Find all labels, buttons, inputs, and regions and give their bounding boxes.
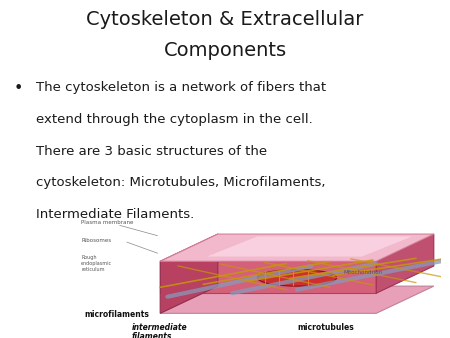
Text: •: •: [14, 81, 23, 96]
Ellipse shape: [257, 270, 337, 286]
Polygon shape: [376, 234, 434, 293]
Text: Rough
endoplasmic
reticulum: Rough endoplasmic reticulum: [81, 256, 112, 272]
Polygon shape: [207, 237, 412, 257]
Text: The cytoskeleton is a network of fibers that: The cytoskeleton is a network of fibers …: [36, 81, 326, 94]
Polygon shape: [160, 286, 434, 313]
Text: Ribosomes: Ribosomes: [81, 238, 111, 243]
Text: There are 3 basic structures of the: There are 3 basic structures of the: [36, 145, 267, 158]
Text: Intermediate Filaments.: Intermediate Filaments.: [36, 208, 194, 221]
Text: microtubules: microtubules: [297, 323, 354, 332]
Polygon shape: [160, 234, 218, 313]
Text: Mitochondrion: Mitochondrion: [344, 270, 383, 274]
Text: extend through the cytoplasm in the cell.: extend through the cytoplasm in the cell…: [36, 113, 313, 126]
Text: Cytoskeleton & Extracellular: Cytoskeleton & Extracellular: [86, 10, 364, 29]
Polygon shape: [160, 261, 376, 293]
Text: Plasma membrane: Plasma membrane: [81, 220, 133, 225]
Text: cytoskeleton: Microtubules, Microfilaments,: cytoskeleton: Microtubules, Microfilamen…: [36, 176, 325, 189]
Text: Components: Components: [163, 41, 287, 59]
Text: microfilaments: microfilaments: [85, 310, 149, 319]
Text: filaments: filaments: [131, 332, 172, 338]
Polygon shape: [160, 234, 434, 261]
Text: intermediate: intermediate: [131, 323, 187, 332]
